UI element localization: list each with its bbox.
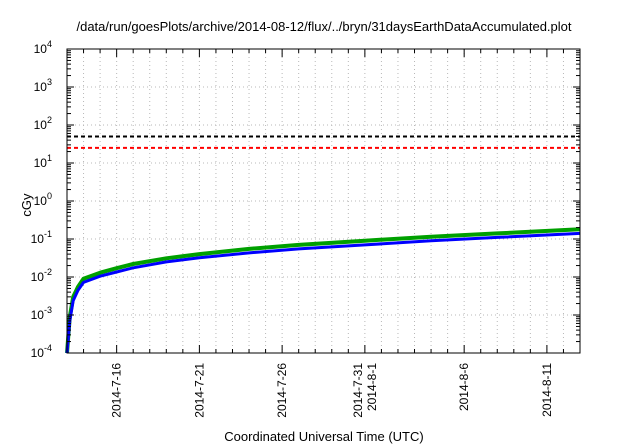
chart-title: /data/run/goesPlots/archive/2014-08-12/f…	[76, 19, 571, 34]
y-axis-label: cGy	[19, 193, 34, 217]
x-tick-label: 2014-8-1	[365, 363, 379, 411]
y-tick-label: 10-1	[31, 229, 52, 246]
x-axis-label: Coordinated Universal Time (UTC)	[224, 429, 423, 444]
x-tick-label: 2014-7-21	[192, 363, 206, 418]
y-tick-label: 10-2	[31, 267, 52, 284]
y-tick-label: 10-4	[31, 343, 52, 360]
y-tick-label: 104	[34, 39, 52, 56]
grid	[67, 49, 580, 353]
tick-marks	[67, 48, 580, 354]
x-tick-label: 2014-7-31	[351, 363, 365, 418]
y-tick-label: 102	[34, 115, 52, 132]
reference-lines	[67, 135, 580, 149]
y-tick-label: 101	[34, 153, 52, 170]
y-tick-label: 100	[34, 191, 52, 208]
series-line	[65, 231, 581, 354]
x-tick-label: 2014-8-11	[540, 363, 554, 417]
tick-labels: 10-4 10-3 10-2 10-1 100 101 102 103 104 2014-7-16…	[31, 39, 554, 418]
x-tick-label: 2014-8-6	[457, 363, 471, 411]
x-tick-label: 2014-7-16	[110, 363, 124, 418]
y-tick-label: 10-3	[31, 305, 52, 322]
y-tick-label: 103	[34, 77, 52, 94]
series-lines	[65, 227, 581, 354]
x-tick-label: 2014-7-26	[275, 363, 289, 418]
